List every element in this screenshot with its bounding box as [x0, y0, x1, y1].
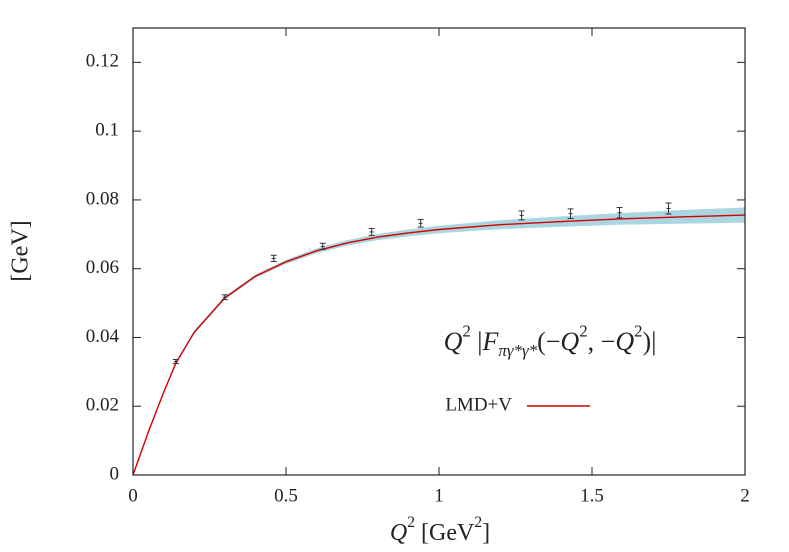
annotation-part: , −: [588, 327, 616, 356]
plot-frame: [132, 27, 746, 476]
x-axis-label-part: [GeV: [415, 520, 475, 546]
data-point: [221, 294, 228, 301]
annotation-part: 2: [462, 321, 470, 340]
data-point: [270, 254, 277, 262]
annotation-part: (−: [537, 327, 560, 356]
annotation-part: Q: [560, 327, 579, 356]
x-tick-label: 0.5: [274, 485, 298, 506]
y-tick-label: 0.1: [95, 120, 119, 141]
annotation-part: )|: [643, 327, 657, 356]
x-tick-label: 1.5: [580, 485, 604, 506]
data-point: [518, 210, 525, 221]
annotation-part: F: [482, 327, 500, 356]
annotation-part: πγ*γ*: [498, 341, 537, 360]
y-tick-label: 0.02: [86, 395, 119, 416]
data-point: [417, 219, 424, 228]
y-tick-label: 0: [110, 463, 120, 484]
y-axis-label: [GeV]: [8, 220, 34, 281]
y-tick-label: 0.06: [86, 257, 119, 278]
data-point: [616, 206, 623, 219]
data-point: [319, 242, 326, 250]
y-tick-label: 0.04: [86, 326, 120, 347]
annotation-part: Q: [615, 327, 634, 356]
annotation-part: |: [471, 327, 483, 356]
x-axis-label-part: ]: [482, 520, 490, 546]
annotation-part: 2: [579, 321, 587, 340]
data-point: [567, 208, 574, 219]
legend-label: LMD+V: [445, 394, 512, 415]
data-point: [172, 358, 179, 365]
data-point: [368, 227, 375, 236]
curve: [132, 214, 746, 476]
x-axis-label-part: 2: [407, 514, 415, 531]
x-tick-label: 2: [740, 485, 750, 506]
annotation-part: 2: [634, 321, 642, 340]
y-tick-label: 0.08: [86, 188, 119, 209]
x-axis-label-part: 2: [474, 514, 482, 531]
annotation-part: Q: [444, 327, 463, 356]
y-tick-label: 0.12: [86, 51, 119, 72]
annotation: Q2 |Fπγ*γ*(−Q2, −Q2)|: [444, 321, 657, 360]
data-point: [665, 202, 672, 215]
x-axis-label-part: Q: [390, 520, 407, 546]
x-tick-label: 1: [434, 485, 444, 506]
x-tick-label: 0: [128, 485, 138, 506]
x-axis-label: Q2 [GeV2]: [390, 514, 490, 546]
